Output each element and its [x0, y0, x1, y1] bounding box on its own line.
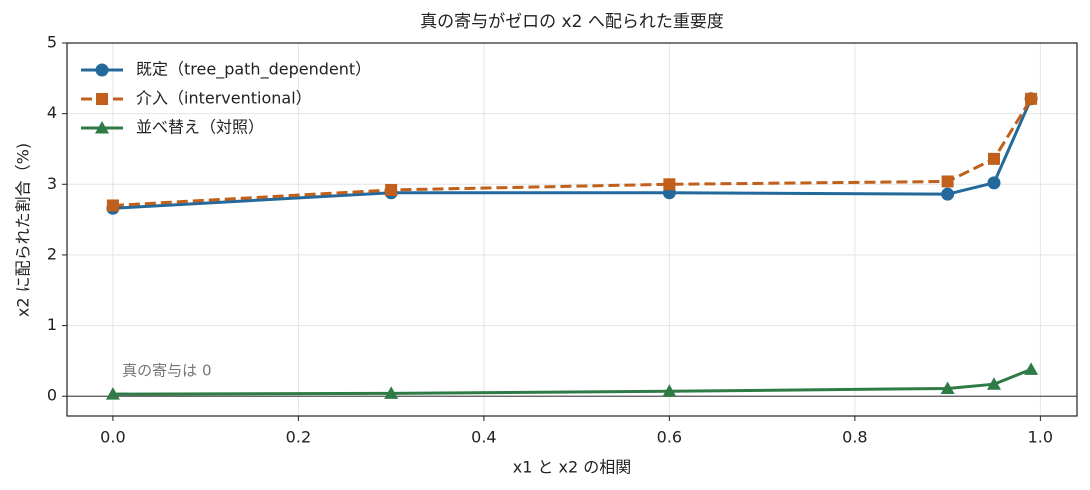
marker: [986, 377, 1001, 390]
marker: [1025, 92, 1038, 105]
marker: [941, 175, 954, 188]
legend-label: 既定（tree_path_dependent）: [136, 60, 371, 80]
legend-marker: [95, 121, 109, 134]
legend-label: 介入（interventional）: [136, 89, 312, 108]
series-line: [112, 98, 1033, 207]
marker: [662, 384, 677, 397]
marker: [385, 183, 398, 196]
x-tick-label: 0.0: [100, 428, 125, 447]
marker: [106, 199, 119, 212]
x-tick-label: 0.4: [471, 428, 496, 447]
y-tick-label: 5: [47, 33, 57, 52]
y-tick-label: 3: [47, 174, 57, 193]
y-tick-label: 4: [47, 103, 57, 122]
legend-marker: [96, 93, 108, 105]
marker: [105, 387, 120, 400]
marker: [663, 178, 676, 191]
x-tick-label: 0.2: [286, 428, 311, 447]
marker: [941, 187, 955, 201]
marker: [987, 176, 1001, 190]
y-tick-label: 1: [47, 315, 57, 334]
y-axis-label: x2 に配られた割合（%): [14, 143, 33, 317]
y-tick-label: 2: [47, 244, 57, 263]
x-tick-label: 1.0: [1028, 428, 1053, 447]
marker: [940, 381, 955, 394]
plot-frame: [66, 42, 1078, 417]
marker: [987, 152, 1000, 165]
x-tick-label: 0.6: [657, 428, 682, 447]
legend-marker: [95, 63, 109, 77]
x-tick-label: 0.8: [842, 428, 867, 447]
chart-title: 真の寄与がゼロの x2 へ配られた重要度: [420, 12, 724, 32]
series-line: [112, 367, 1032, 396]
y-tick-label: 0: [47, 386, 57, 405]
legend-label: 並べ替え（対照）: [136, 118, 264, 137]
marker: [384, 386, 399, 399]
x-axis-label: x1 と x2 の相関: [513, 458, 632, 477]
annotation: 真の寄与は 0: [122, 362, 211, 380]
marker: [1024, 362, 1039, 375]
series-line: [112, 98, 1033, 210]
